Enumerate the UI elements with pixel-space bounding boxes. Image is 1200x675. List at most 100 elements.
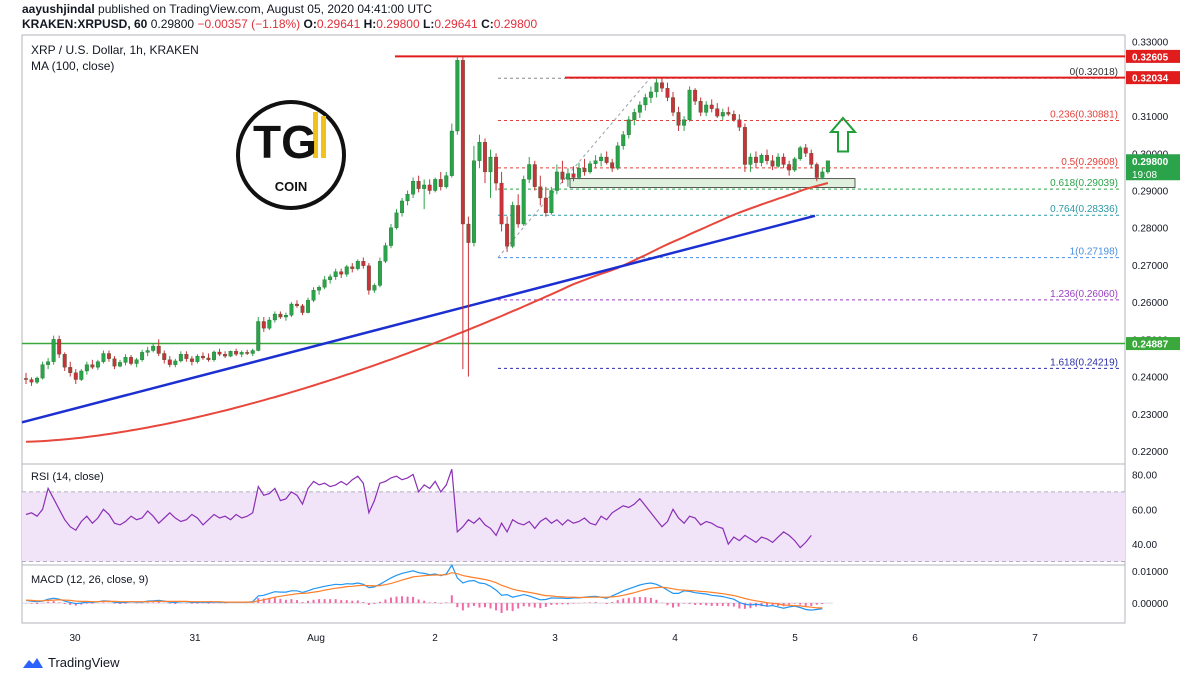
candle-body <box>311 290 316 301</box>
candle-body <box>471 160 476 243</box>
candle-body <box>267 319 272 329</box>
candle-body <box>107 353 111 359</box>
price-marker-label: 0.24887 <box>1132 340 1169 351</box>
up-arrow <box>828 116 858 153</box>
candle-body <box>361 261 366 266</box>
candle-body <box>648 91 653 98</box>
candle-body <box>610 162 615 169</box>
price-tick-label: 0.27000 <box>1132 261 1169 272</box>
fib-label-0.236: 0.236(0.30881) <box>1050 110 1118 121</box>
rsi-band <box>22 491 1125 562</box>
candle-body <box>671 97 675 113</box>
candle-body <box>272 313 277 321</box>
candle-body <box>295 303 299 307</box>
candle-body <box>516 205 521 225</box>
macd-tick-label: 0.01000 <box>1132 567 1169 578</box>
candle-body <box>759 155 764 163</box>
candle-body <box>411 181 416 195</box>
rsi-path <box>25 469 812 549</box>
candle-body <box>754 156 758 163</box>
time-tick-label: 3 <box>552 633 558 644</box>
candle-body <box>543 197 548 214</box>
candle-body <box>24 378 28 380</box>
fibonacci-levels: 0(0.32018) 0.236(0.30881) 0.5(0.29608) 0.61… <box>497 67 1122 369</box>
candle-body <box>693 89 698 102</box>
price-marker-countdown: 19:08 <box>1132 170 1157 181</box>
candle-body <box>372 285 377 291</box>
price-marker-label: 0.32605 <box>1132 52 1169 63</box>
price-pane[interactable] <box>21 34 1126 465</box>
candle-body <box>781 156 786 165</box>
candle-body <box>820 171 825 178</box>
candle-body <box>626 119 631 135</box>
candle-body <box>178 354 183 362</box>
candle-body <box>234 351 239 355</box>
trendline <box>21 214 816 424</box>
price-tick-label: 0.23000 <box>1132 410 1169 421</box>
time-tick-label: Aug <box>307 633 325 644</box>
chart-canvas[interactable]: 0(0.32018) 0.236(0.30881) 0.5(0.29608) 0.61… <box>0 0 1200 652</box>
published-text: published on TradingView.com, August 05,… <box>98 2 433 16</box>
candle-body <box>90 364 95 368</box>
candle-body <box>68 367 73 373</box>
candle-body <box>394 212 399 228</box>
rsi-tick-label: 60.00 <box>1132 505 1157 516</box>
candle-body <box>79 370 84 380</box>
logo-text: TG <box>253 116 317 168</box>
candle-body <box>283 315 288 318</box>
price-marker-box <box>1126 337 1180 351</box>
candle-body <box>306 300 310 313</box>
moving-average <box>25 182 829 443</box>
fib-label-0.5: 0.5(0.29608) <box>1061 157 1118 168</box>
author-name[interactable]: aayushjindal <box>22 2 95 16</box>
candle-body <box>377 261 382 286</box>
candle-body <box>400 200 404 214</box>
candle-body <box>632 112 637 120</box>
candle-body <box>698 101 703 113</box>
candle-body <box>792 158 797 171</box>
candle-body <box>488 156 493 173</box>
low-label: L: <box>423 17 435 31</box>
candle-body <box>151 345 156 351</box>
candle-body <box>223 354 228 357</box>
symbol-label: KRAKEN:XRPUSD, 60 <box>22 17 148 31</box>
candle-body <box>422 184 427 189</box>
tradingview-brand[interactable]: TradingView <box>48 655 120 670</box>
candle-body <box>593 160 598 164</box>
logo-stripe <box>313 112 318 158</box>
open-value: 0.29641 <box>316 17 361 31</box>
time-tick-label: 7 <box>1032 633 1038 644</box>
candle-body <box>682 119 687 126</box>
candle-body <box>350 266 355 269</box>
candle-body <box>228 351 233 357</box>
candle-body <box>466 223 471 243</box>
candle-body <box>405 194 410 202</box>
candle-body <box>825 160 830 173</box>
candle-body <box>715 108 720 117</box>
price-tick-label: 0.24000 <box>1132 373 1169 384</box>
candle-body <box>184 354 189 359</box>
candle-body <box>776 156 781 167</box>
candle-body <box>35 377 40 383</box>
trendline-line <box>21 214 816 424</box>
price-change: −0.00357 (−1.18%) <box>197 17 301 31</box>
candle-body <box>565 173 570 180</box>
time-tick-label: 5 <box>792 633 798 644</box>
candle-body <box>438 179 443 187</box>
candle-body <box>687 89 692 120</box>
price-axis[interactable]: 0.330000.320000.310000.300000.290000.280… <box>1132 38 1169 458</box>
candle-body <box>383 245 388 262</box>
time-axis[interactable]: 30 31 Aug 2 3 4 5 6 7 <box>69 633 1038 644</box>
last-price: 0.29800 <box>150 17 195 31</box>
macd-pane[interactable] <box>21 564 1126 624</box>
fib-label-0: 0(0.32018) <box>1070 67 1118 78</box>
ohlc-line: KRAKEN:XRPUSD, 60 0.29800 −0.00357 (−1.1… <box>22 17 537 32</box>
candle-body <box>195 355 200 362</box>
candle-body <box>134 359 139 364</box>
signal-line <box>25 572 823 609</box>
price-marker-label: 0.32034 <box>1132 74 1169 85</box>
price-tick-label: 0.28000 <box>1132 224 1169 235</box>
price-tick-label: 0.33000 <box>1132 38 1169 49</box>
price-tick-label: 0.29000 <box>1132 187 1169 198</box>
time-tick-label: 31 <box>189 633 201 644</box>
